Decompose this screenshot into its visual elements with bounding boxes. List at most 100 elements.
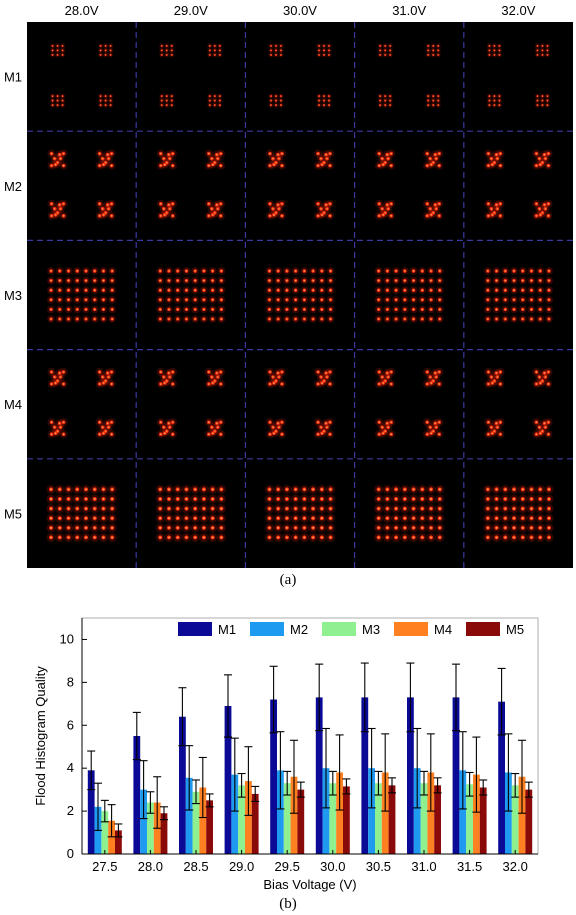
- bar-m5: [479, 787, 487, 854]
- bar-m4: [245, 781, 252, 854]
- bar-m4: [336, 772, 343, 854]
- y-tick-label: 4: [67, 760, 74, 775]
- legend-label: M1: [218, 622, 236, 637]
- error-bar-m2: [185, 745, 194, 811]
- error-bar-m1: [224, 674, 232, 738]
- flood-image-m2-3: [374, 149, 444, 221]
- error-bar-m5: [433, 777, 442, 794]
- row-label: M3: [4, 288, 22, 303]
- error-bar-m4: [335, 734, 344, 811]
- error-bar-m4: [381, 733, 390, 812]
- legend-swatch-m2: [250, 622, 284, 636]
- flood-image-m5-3: [374, 484, 445, 543]
- legend-label: M2: [290, 622, 308, 637]
- bar-m3: [283, 783, 291, 854]
- error-bar-m5: [524, 781, 533, 798]
- error-bar-m3: [192, 779, 200, 805]
- error-bar-m5: [114, 823, 123, 838]
- error-bar-m4: [472, 736, 481, 813]
- flood-image-m2-4: [484, 149, 553, 221]
- x-tick-label: 30.5: [366, 859, 391, 874]
- error-bar-m2: [94, 782, 102, 831]
- row-label: M5: [4, 506, 22, 521]
- error-bar-m1: [315, 663, 324, 732]
- x-tick-label: 31.5: [457, 859, 482, 874]
- error-bar-m4: [107, 804, 116, 838]
- flood-image-m3-4: [483, 267, 553, 323]
- row-label: M4: [4, 397, 22, 412]
- bar-m3: [466, 784, 473, 854]
- bar-m5: [297, 789, 305, 854]
- flood-image-m3-3: [374, 267, 444, 323]
- column-label: 32.0V: [501, 3, 535, 18]
- x-tick-label: 30.0: [320, 859, 345, 874]
- y-axis-ticks: 0 2 4 6 8 10: [60, 631, 87, 861]
- flood-image-m2-2: [265, 149, 335, 221]
- error-bar-m4: [244, 746, 253, 816]
- flood-image-m5-4: [483, 484, 554, 543]
- bar-m1: [315, 697, 323, 854]
- flood-image-m1-4: [486, 43, 551, 108]
- error-bar-m5: [160, 806, 168, 821]
- y-tick-label: 0: [67, 846, 74, 861]
- error-bar-m3: [283, 770, 292, 796]
- legend-swatch-m3: [322, 622, 356, 636]
- error-bar-m5: [205, 793, 214, 808]
- bar-m3: [511, 785, 519, 854]
- bar-m4: [427, 772, 435, 854]
- error-bar-m1: [269, 665, 278, 734]
- quality-bar-chart: 0 2 4 6 8 10 27.5 28.0 28.5 29.0 29.5 30.0 30.5 31.0…: [33, 617, 539, 912]
- legend-swatch-m1: [178, 622, 212, 636]
- bar-m5: [525, 789, 533, 854]
- flood-image-m1-1: [159, 43, 223, 108]
- flood-image-m2-0: [47, 149, 116, 221]
- legend-swatch-m5: [466, 622, 500, 636]
- error-bar-m1: [132, 711, 141, 761]
- flood-image-m1-2: [268, 43, 332, 108]
- error-bar-m1: [360, 662, 369, 733]
- bar-m2: [505, 772, 512, 854]
- bar-m2: [368, 768, 375, 854]
- bar-m2: [277, 770, 284, 854]
- flood-image-m4-2: [265, 367, 335, 439]
- legend: M1 M2 M3 M4 M5: [178, 622, 524, 637]
- bar-m5: [206, 800, 213, 854]
- error-bars: [87, 662, 533, 838]
- error-bar-m1: [497, 667, 506, 736]
- error-bar-m5: [342, 778, 351, 795]
- bar-m5: [388, 785, 396, 854]
- error-bar-m4: [198, 756, 207, 819]
- bar-m1: [361, 697, 369, 854]
- column-labels: 28.0V 29.0V 30.0V 31.0V 32.0V: [65, 3, 536, 18]
- x-tick-label: 29.5: [275, 859, 300, 874]
- bar-m3: [147, 802, 154, 854]
- bar-m2: [459, 770, 467, 854]
- flood-image-grid: 28.0V 29.0V 30.0V 31.0V 32.0V M1 M2 M3 M4 M5 (a): [4, 3, 573, 588]
- column-label: 30.0V: [283, 3, 317, 18]
- error-bar-m2: [322, 727, 330, 809]
- error-bar-m1: [406, 662, 415, 733]
- error-bar-m2: [413, 727, 422, 809]
- x-tick-label: 31.0: [411, 859, 436, 874]
- x-tick-label: 28.5: [183, 859, 208, 874]
- error-bar-m4: [153, 776, 162, 829]
- bar-m3: [375, 783, 382, 854]
- y-tick-label: 6: [67, 717, 74, 732]
- error-bar-m1: [87, 750, 96, 791]
- grid-dividers: [27, 22, 573, 568]
- error-bar-m1: [452, 663, 460, 732]
- error-bar-m2: [230, 737, 239, 812]
- error-bar-m4: [290, 739, 298, 814]
- caption-a: (a): [280, 572, 297, 588]
- x-tick-label: 29.0: [229, 859, 254, 874]
- bars: [87, 697, 533, 854]
- error-bar-m1: [178, 687, 187, 747]
- flood-image-m3-1: [156, 267, 226, 323]
- bar-m2: [413, 768, 421, 854]
- error-bar-m2: [139, 760, 148, 820]
- error-bar-m2: [504, 733, 513, 812]
- y-axis-label: Flood Histogram Quality: [33, 666, 48, 806]
- bar-m4: [199, 787, 207, 854]
- bar-m2: [140, 789, 147, 854]
- error-bar-m5: [296, 781, 305, 798]
